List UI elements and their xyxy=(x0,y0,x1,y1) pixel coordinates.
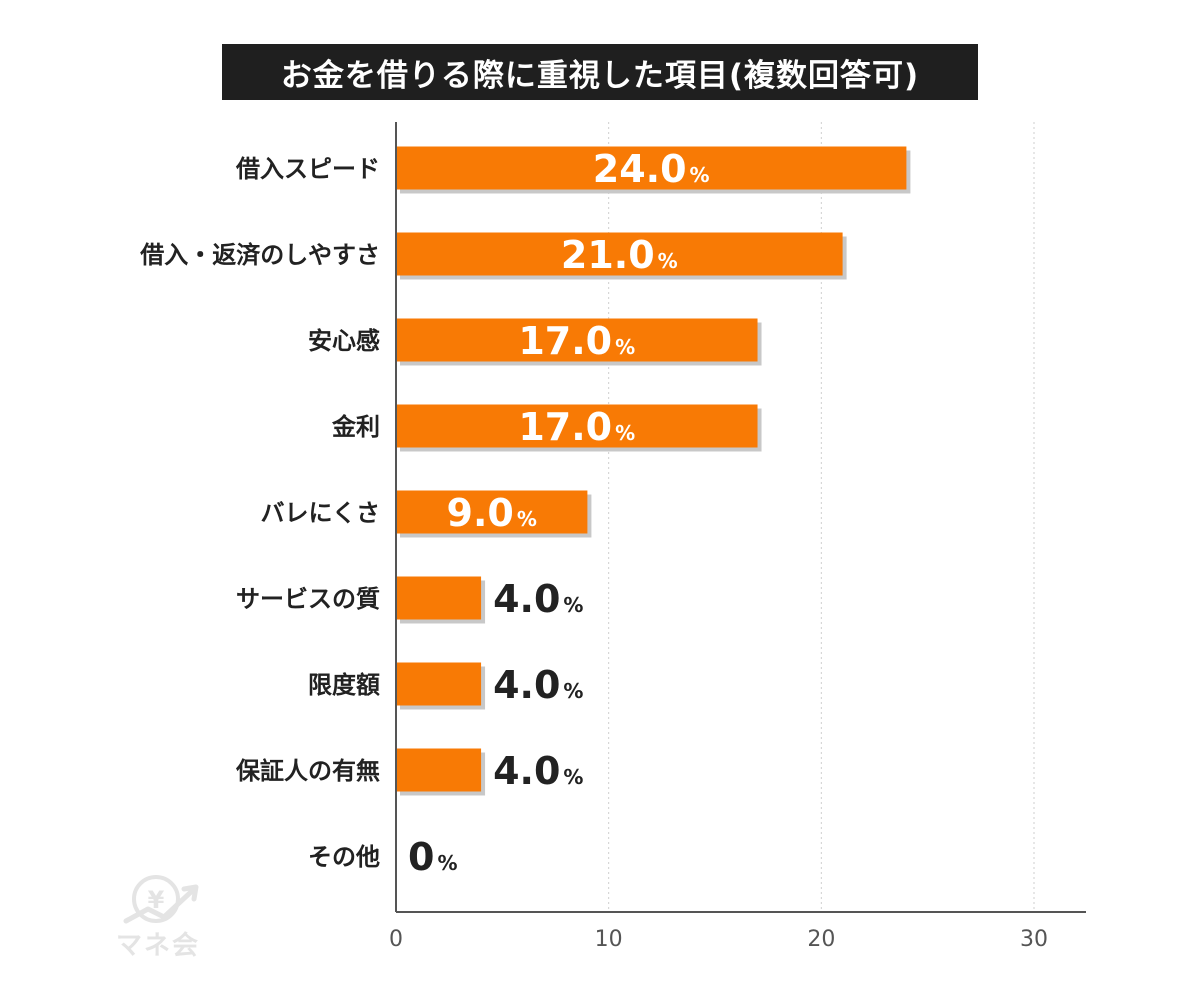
bar xyxy=(396,404,758,448)
mane-kai-logo: ¥ マネ会 xyxy=(108,873,208,961)
x-tick-label: 10 xyxy=(595,927,623,952)
x-tick-label: 0 xyxy=(389,927,403,952)
category-label: 限度額 xyxy=(308,671,380,699)
bars xyxy=(396,146,911,796)
yen-symbol: ¥ xyxy=(148,886,165,914)
chart-title: お金を借りる際に重視した項目(複数回答可) xyxy=(280,57,920,94)
data-label: 0% xyxy=(408,835,458,879)
data-label: 17.0% xyxy=(518,405,635,449)
category-label: 借入・返済のしやすさ xyxy=(139,241,380,269)
data-label: 4.0% xyxy=(493,577,583,621)
category-labels: 借入スピード 24.0 % 借入・返済のしやすさ 21.0 % 安心感 17.0 % 金利 17.0… xyxy=(139,147,709,879)
bar xyxy=(396,232,843,276)
axes: 0 10 20 30 xyxy=(389,122,1086,952)
category-label: 借入スピード xyxy=(235,155,380,183)
category-label: 金利 xyxy=(331,413,380,441)
category-label: サービスの質 xyxy=(236,585,380,613)
bar xyxy=(396,490,588,534)
bar xyxy=(396,662,482,706)
data-label: 21.0% xyxy=(561,233,678,277)
chart-title-box: お金を借りる際に重視した項目(複数回答可) xyxy=(222,44,978,100)
data-label: 17.0% xyxy=(518,319,635,363)
bar xyxy=(396,576,482,620)
category-label: 安心感 xyxy=(308,327,380,355)
logo-text: マネ会 xyxy=(115,931,200,961)
coin-arrow-icon: ¥ xyxy=(123,875,199,924)
x-tick-label: 30 xyxy=(1020,927,1048,952)
bar xyxy=(396,748,482,792)
data-label: 24.0% xyxy=(593,147,710,191)
data-label: 9.0% xyxy=(447,491,537,535)
bar xyxy=(396,318,758,362)
x-tick-label: 20 xyxy=(807,927,835,952)
category-label: 保証人の有無 xyxy=(235,757,380,785)
data-label: 4.0% xyxy=(493,663,583,707)
data-label: 4.0% xyxy=(493,749,583,793)
category-label: バレにくさ xyxy=(260,499,380,527)
bar xyxy=(396,146,907,190)
category-label: その他 xyxy=(308,843,380,871)
